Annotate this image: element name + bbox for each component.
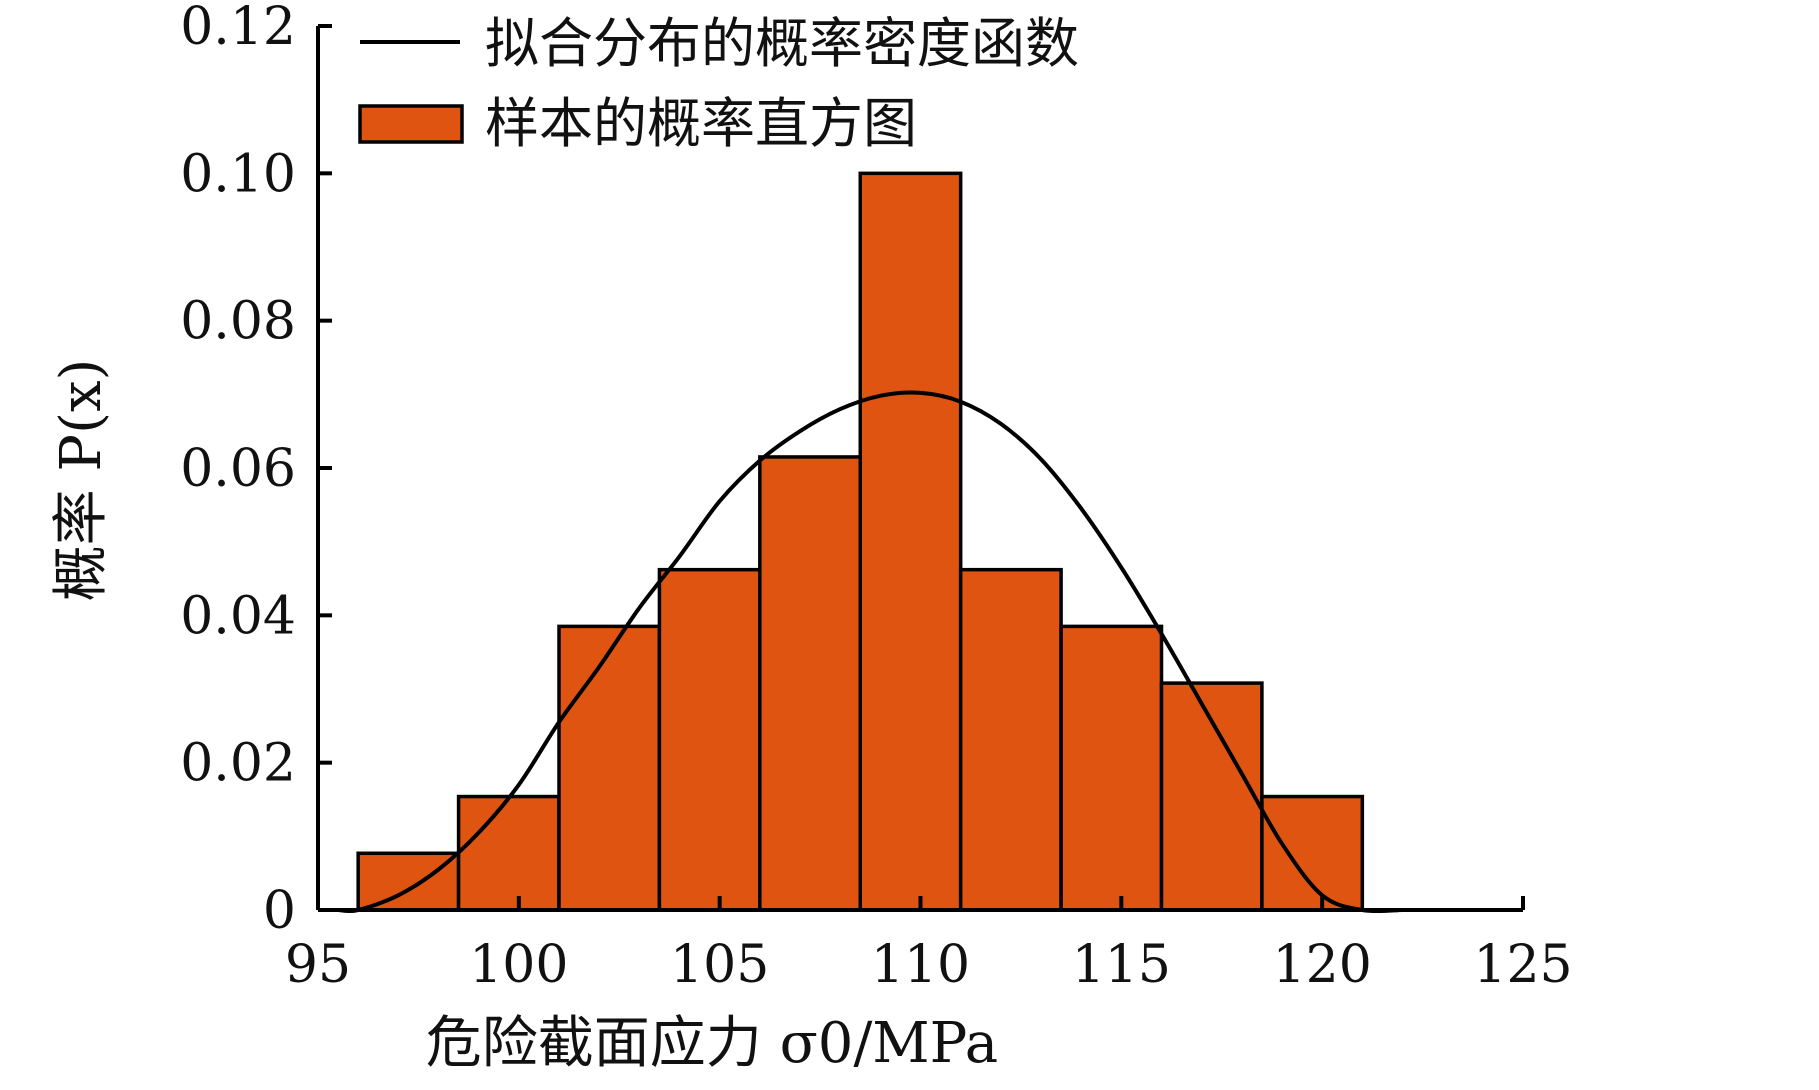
histogram-bar: [356, 851, 461, 912]
x-tick-label: 120: [1273, 935, 1372, 995]
histogram-bar: [1260, 794, 1365, 912]
histogram-bar: [1159, 681, 1264, 912]
y-tick-labels: 0 0.02 0.04 0.06 0.08 0.10 0.12: [180, 0, 296, 941]
pdf-curve: [337, 390, 1403, 914]
x-tick-labels: 95 100 105 110 115 120 125: [285, 935, 1573, 995]
pdf-curve-group: [337, 390, 1403, 914]
x-axis-title: 危险截面应力 σ0/MPa: [426, 1011, 998, 1076]
legend: 拟合分布的概率密度函数 样本的概率直方图: [358, 12, 1079, 155]
y-axis-title: 概率 P(x): [49, 359, 114, 602]
legend-bar-swatch: [358, 104, 464, 144]
x-tick-label: 125: [1473, 935, 1572, 995]
y-tick-label: 0.12: [180, 0, 296, 57]
legend-label-histogram: 样本的概率直方图: [485, 92, 917, 155]
y-tick-label: 0.08: [180, 292, 296, 352]
y-tick-label: 0: [263, 881, 296, 941]
y-tick-label: 0.04: [180, 586, 296, 646]
histogram-bar: [858, 171, 963, 912]
histogram-bar: [657, 567, 762, 912]
x-tick-label: 105: [670, 935, 769, 995]
histogram-bars: [356, 171, 1365, 912]
y-tick-label: 0.10: [180, 144, 296, 204]
histogram-bar: [557, 624, 662, 912]
x-tick-label: 95: [285, 935, 351, 995]
histogram-bar: [958, 567, 1063, 912]
x-tick-label: 100: [469, 935, 568, 995]
y-tick-label: 0.02: [180, 734, 296, 794]
histogram-bar: [456, 794, 561, 912]
y-tick-label: 0.06: [180, 439, 296, 499]
axes: [316, 24, 1525, 912]
x-tick-label: 115: [1072, 935, 1171, 995]
histogram-bar: [1059, 624, 1164, 912]
histogram-bar: [758, 455, 862, 912]
x-tick-label: 110: [871, 935, 970, 995]
legend-label-pdf: 拟合分布的概率密度函数: [485, 12, 1079, 75]
